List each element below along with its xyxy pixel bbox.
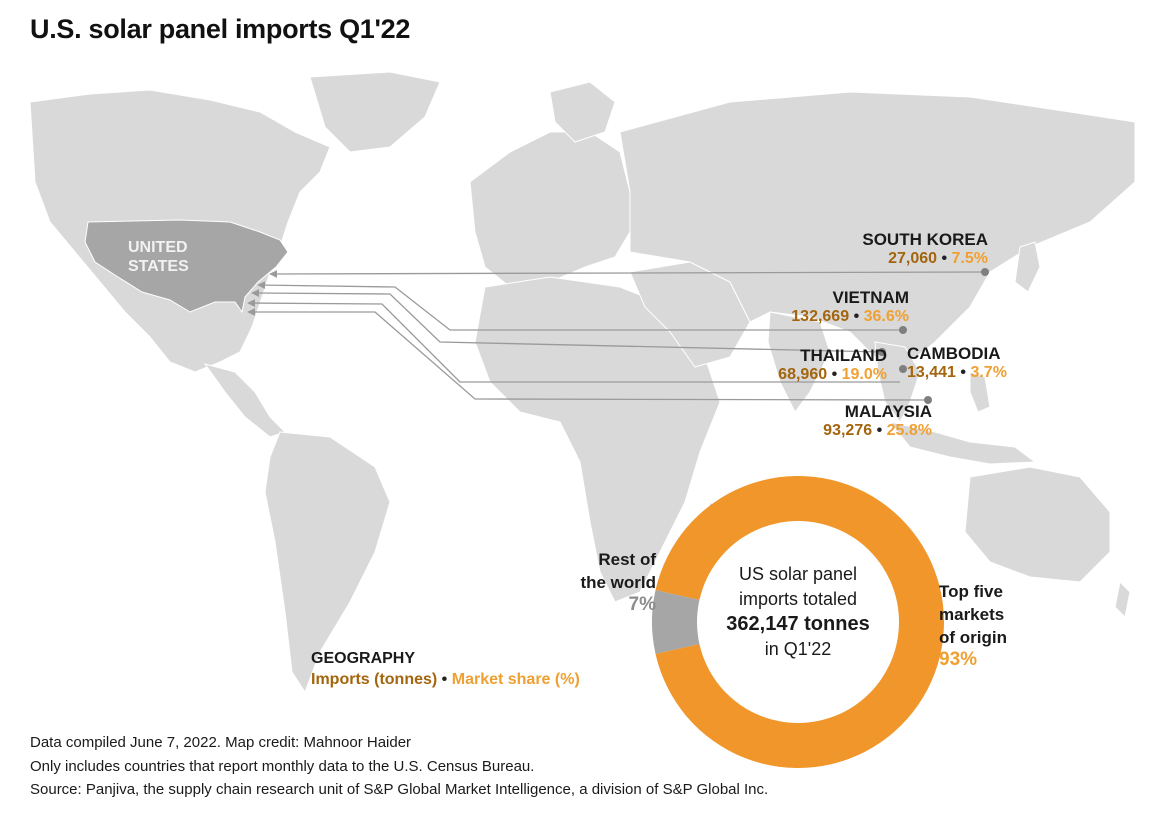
share-value: 36.6% — [863, 308, 909, 325]
south-korea-dot — [981, 268, 989, 276]
australia-landmass — [964, 466, 1111, 583]
imports-value: 93,276 — [823, 422, 873, 439]
origin-label-malaysia: MALAYSIA 93,276 • 25.8% — [823, 402, 932, 440]
imports-value: 13,441 — [907, 364, 956, 381]
philippines-landmass — [969, 371, 991, 413]
separator: • — [853, 308, 860, 325]
share-value: 3.7% — [970, 364, 1007, 381]
top-label-line3: of origin — [939, 628, 1007, 647]
route-thailand — [251, 289, 883, 353]
rest-label-line1: Rest of — [598, 550, 656, 569]
share-donut-chart — [652, 476, 944, 768]
europe-landmass — [469, 131, 631, 288]
imports-value: 132,669 — [791, 308, 850, 325]
country-name: SOUTH KOREA — [862, 230, 988, 249]
legend-separator: • — [441, 671, 448, 688]
share-value: 19.0% — [841, 366, 887, 383]
trade-routes — [247, 270, 986, 401]
top-label-line1: Top five — [939, 582, 1003, 601]
top-label-line2: markets — [939, 605, 1005, 624]
chart-title: U.S. solar panel imports Q1'22 — [30, 14, 411, 44]
scandinavia-landmass — [549, 81, 616, 143]
donut-center-line4: in Q1'22 — [764, 639, 832, 659]
origin-label-thailand: THAILAND 68,960 • 19.0% — [778, 346, 887, 384]
separator: • — [876, 422, 883, 439]
route-cambodia — [247, 299, 900, 383]
footer-note-2: Only includes countries that report mont… — [30, 758, 535, 775]
origin-dots — [878, 268, 989, 404]
us-label-line1: UNITED — [128, 239, 188, 256]
vietnam-dot — [899, 326, 907, 334]
rest-label-line2: the world — [580, 573, 656, 592]
donut-center-line1: US solar panel — [738, 564, 858, 584]
separator: • — [831, 366, 838, 383]
donut-center-line2: imports totaled — [738, 589, 858, 609]
world-map — [30, 72, 1135, 694]
rest-of-world-label: Rest of the world 7% — [580, 548, 656, 616]
india-landmass — [767, 311, 831, 413]
footer-note-1: Data compiled June 7, 2022. Map credit: … — [30, 734, 412, 751]
imports-value: 27,060 — [888, 250, 938, 267]
separator: • — [941, 250, 948, 267]
top-five-label: Top five markets of origin 93% — [939, 580, 1007, 671]
greenland-landmass — [309, 72, 441, 153]
route-malaysia — [247, 308, 929, 401]
south-america-landmass — [264, 431, 391, 694]
legend-share: Market share (%) — [451, 671, 580, 688]
route-vietnam — [257, 281, 903, 331]
us-label: UNITED STATES — [128, 238, 189, 276]
separator: • — [960, 364, 966, 381]
footer-source: Source: Panjiva, the supply chain resear… — [30, 781, 769, 798]
origin-label-south-korea: SOUTH KOREA 27,060 • 7.5% — [862, 230, 988, 268]
japan-landmass — [1014, 241, 1041, 293]
central-america-landmass — [203, 363, 286, 438]
new-zealand-landmass — [1114, 580, 1131, 619]
share-value: 7.5% — [951, 250, 988, 267]
country-name: MALAYSIA — [844, 402, 932, 421]
rest-label-pct: 7% — [628, 594, 656, 615]
imports-value: 68,960 — [778, 366, 828, 383]
country-name: CAMBODIA — [907, 344, 1001, 363]
top-label-pct: 93% — [939, 649, 978, 670]
country-name: THAILAND — [800, 346, 887, 365]
origin-label-cambodia: CAMBODIA 13,441 • 3.7% — [907, 344, 1007, 382]
us-label-line2: STATES — [128, 258, 189, 275]
indonesia-landmass — [888, 421, 1037, 465]
share-value: 25.8% — [886, 422, 932, 439]
malaysia-dot — [924, 396, 932, 404]
cambodia-dot — [899, 365, 907, 373]
donut-center-text: US solar panel imports totaled 362,147 t… — [700, 562, 896, 662]
donut-center-total: 362,147 tonnes — [726, 613, 870, 635]
asia-landmass — [619, 91, 1135, 363]
country-name: VIETNAM — [832, 288, 910, 307]
donut-inner-hole — [697, 521, 899, 723]
united-states-shape — [84, 219, 289, 314]
legend-heading: GEOGRAPHY — [311, 650, 416, 667]
legend-imports: Imports (tonnes) — [311, 671, 438, 688]
origin-label-vietnam: VIETNAM 132,669 • 36.6% — [791, 288, 909, 326]
thailand-dot — [878, 348, 886, 356]
route-south-korea — [269, 270, 986, 278]
map-legend: GEOGRAPHY Imports (tonnes) • Market shar… — [311, 648, 580, 690]
